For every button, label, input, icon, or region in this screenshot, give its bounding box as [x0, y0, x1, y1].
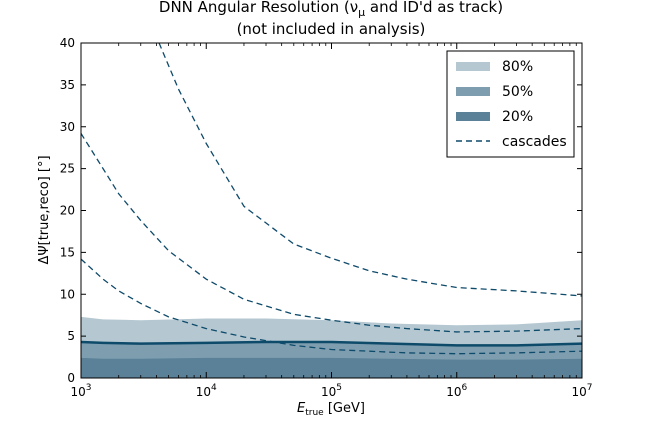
- legend-label: 20%: [502, 109, 533, 125]
- y-axis-label: ΔΨ[true,reco] [°]: [37, 155, 52, 264]
- y-tick-label: 40: [60, 36, 75, 50]
- axes: 0 5 10 15 20 25 30 35 40 103 104 105 106 107: [60, 36, 593, 399]
- legend-swatch-80pct: [456, 62, 490, 71]
- y-tick-label: 5: [67, 329, 75, 343]
- legend-label: cascades: [502, 134, 567, 150]
- x-tick-label: 104: [196, 383, 217, 399]
- y-tick-label: 20: [60, 204, 75, 218]
- legend-label: 80%: [502, 59, 533, 75]
- y-tick-label: 10: [60, 287, 75, 301]
- y-tick-label: 15: [60, 245, 75, 259]
- y-tick-label: 35: [60, 78, 75, 92]
- median-line: [81, 340, 582, 347]
- x-tick-label: 106: [446, 383, 467, 399]
- chart-subtitle: (not included in analysis): [237, 20, 426, 38]
- x-tick-label: 107: [571, 383, 592, 399]
- y-tick-label: 25: [60, 162, 75, 176]
- x-tick-label: 105: [321, 383, 342, 399]
- legend-swatch-20pct: [456, 112, 490, 121]
- cascades-curve-2: [81, 133, 582, 333]
- legend-label: 50%: [502, 84, 533, 100]
- chart-title: DNN Angular Resolution (νμ and ID'd as t…: [159, 0, 503, 19]
- y-tick-label: 0: [67, 371, 75, 385]
- legend-swatch-50pct: [456, 87, 490, 96]
- cascades-curve-1: [158, 43, 582, 297]
- x-tick-label: 103: [70, 383, 91, 399]
- x-axis-label: Etrue [GeV]: [297, 401, 365, 418]
- cascades-curve-3: [81, 258, 582, 355]
- legend: 80% 50% 20% cascades: [446, 50, 575, 158]
- y-tick-label: 30: [60, 120, 75, 134]
